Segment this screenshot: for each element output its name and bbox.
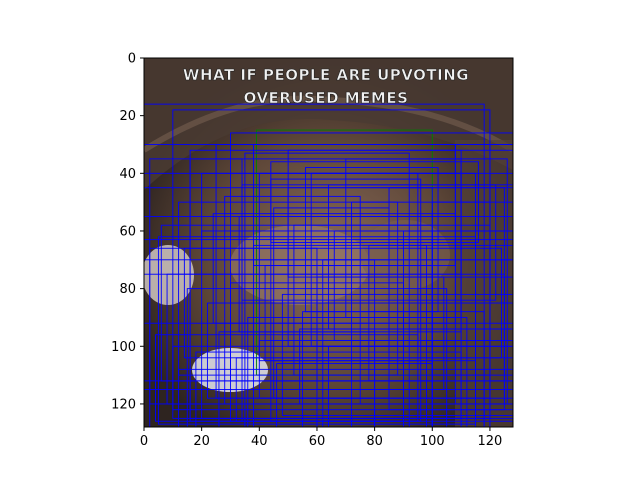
y-tick-label: 120 <box>111 397 136 412</box>
caption-line-1: WHAT IF PEOPLE ARE UPVOTING <box>183 66 469 84</box>
x-tick-label: 40 <box>251 434 268 449</box>
image-caption: WHAT IF PEOPLE ARE UPVOTING OVERUSED MEM… <box>183 66 469 108</box>
caption-line-2: OVERUSED MEMES <box>244 89 409 107</box>
bounding-box <box>244 152 410 427</box>
y-tick-label: 60 <box>119 224 136 239</box>
bounding-box <box>351 201 491 427</box>
x-tick-label: 100 <box>420 434 445 449</box>
bounding-box <box>287 149 513 278</box>
bounding-box <box>144 380 433 427</box>
x-tick-label: 20 <box>193 434 210 449</box>
bounding-box <box>328 184 513 330</box>
bounding-box <box>304 167 439 313</box>
bounding-box <box>253 244 427 427</box>
x-tick-label: 0 <box>140 434 148 449</box>
bounding-box <box>218 331 376 427</box>
axes-frame <box>143 57 514 428</box>
x-tick-label: 120 <box>478 434 503 449</box>
bounding-box <box>328 345 476 427</box>
bounding-box <box>144 103 485 427</box>
bounding-box <box>403 230 513 427</box>
bounding-box <box>183 247 502 359</box>
bounding-box <box>281 293 513 416</box>
bounding-box <box>189 158 243 422</box>
bounding-box <box>144 172 462 275</box>
x-tick-label: 80 <box>366 434 383 449</box>
bounding-box <box>368 244 513 382</box>
y-tick-label: 40 <box>119 167 136 182</box>
y-tick-label: 100 <box>111 340 136 355</box>
bounding-box <box>431 201 513 376</box>
x-axis: 0 20 40 60 80 100 120 <box>140 427 502 449</box>
bounding-box <box>454 144 513 405</box>
x-tick-label: 60 <box>309 434 326 449</box>
bounding-boxes <box>144 58 513 427</box>
y-axis: 0 20 40 60 80 100 120 <box>111 52 144 412</box>
y-tick-label: 80 <box>119 282 136 297</box>
y-tick-label: 20 <box>119 109 136 124</box>
bounding-box <box>247 317 468 427</box>
y-tick-label: 0 <box>128 52 136 67</box>
bounding-box <box>178 368 513 427</box>
